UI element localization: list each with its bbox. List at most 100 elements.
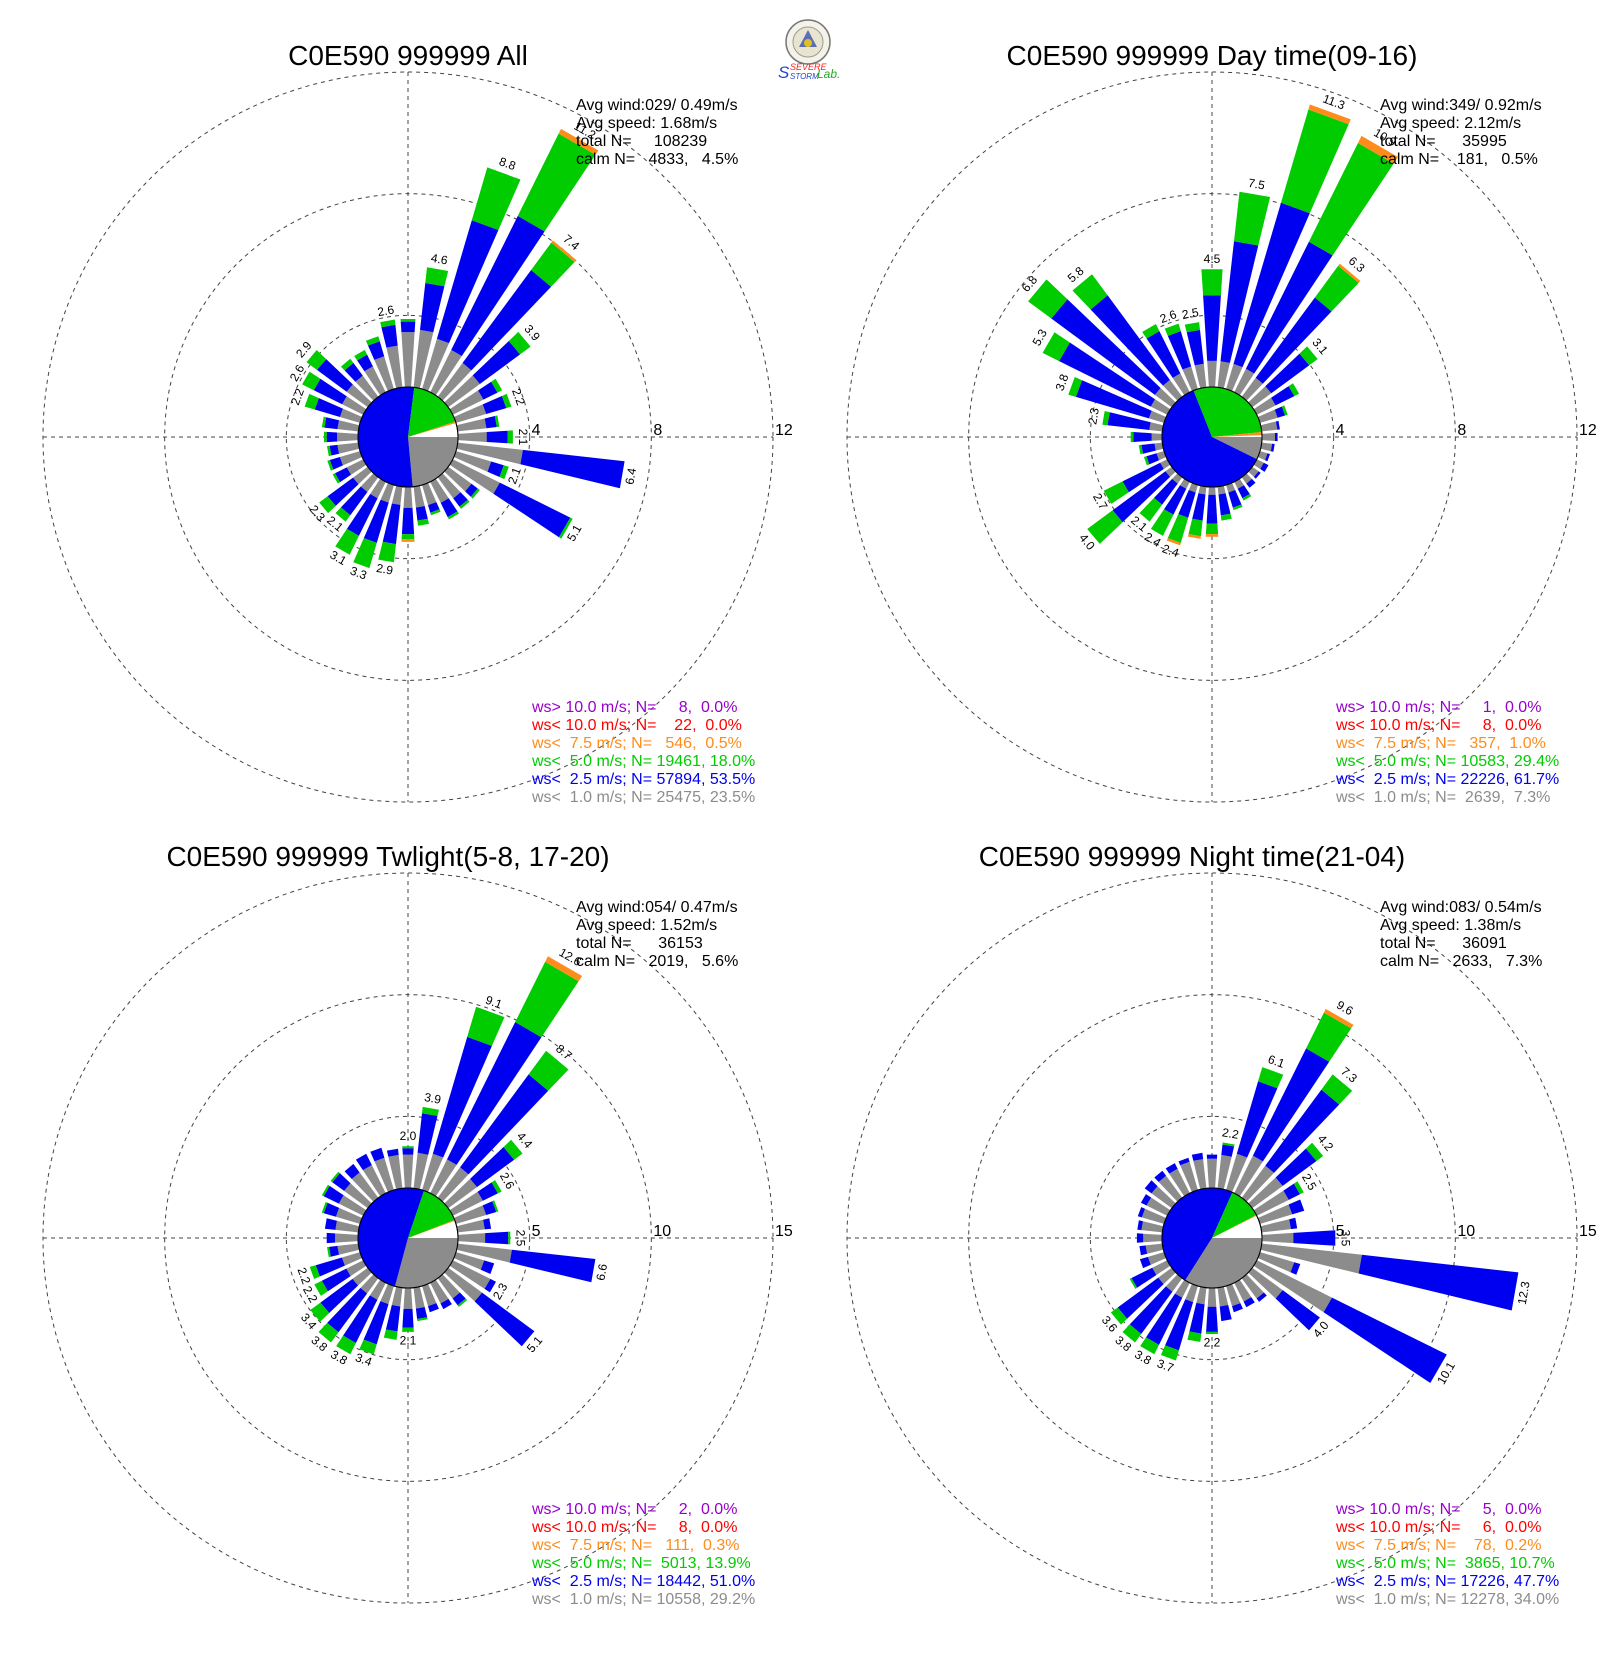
petal-350: 2.6: [376, 302, 403, 389]
rose-title: C0E590 999999 Night time(21-04): [979, 841, 1405, 872]
petal-segment-lt2_5: [343, 1295, 378, 1343]
petal-segment-lt1: [339, 408, 363, 423]
petal-segment-lt1: [422, 1153, 444, 1193]
petal-segment-lt2_5: [1220, 241, 1259, 363]
petal-340: 2.6: [1158, 307, 1198, 392]
petal-100: 6.6: [456, 1243, 610, 1283]
petal-segment-lt5: [340, 358, 354, 371]
petal-segment-lt5: [1281, 109, 1349, 214]
petal-segment-lt2_5: [346, 494, 378, 536]
petal-segment-lt1: [355, 375, 379, 401]
petal-50: 3.1: [1248, 335, 1331, 408]
ring-tick-label: 15: [1579, 1223, 1597, 1240]
petal-segment-lt5: [1308, 143, 1394, 256]
petal-segment-lt2_5: [1178, 1157, 1190, 1166]
petal-segment-lt5: [503, 1139, 523, 1160]
petal-260: [1138, 442, 1164, 455]
legend-entry-lt7_5: ws< 7.5 m/s; N= 546, 0.5%: [531, 735, 742, 752]
petal-segment-lt5: [365, 336, 380, 346]
stats-line: Avg speed: 2.12m/s: [1380, 115, 1521, 132]
petal-label: 2.5: [513, 1230, 527, 1247]
petal-segment-lt1: [1146, 1197, 1171, 1216]
petal-segment-lt1: [1141, 1221, 1164, 1233]
petal-segment-lt2_5: [326, 431, 338, 443]
petal-segment-lt1: [1261, 1232, 1294, 1244]
petal-segment-lt1: [1194, 363, 1207, 389]
petal-250: [1139, 1252, 1167, 1269]
ring-tick-label: 5: [1336, 1223, 1345, 1240]
rose-title: C0E590 999999 Twlight(5-8, 17-20): [166, 841, 609, 872]
petal-segment-lt2_5: [1154, 1170, 1167, 1182]
legend-entry-gt10: ws> 10.0 m/s; N= 2, 0.0%: [531, 1501, 737, 1518]
petal-segment-lt5: [1234, 191, 1271, 246]
polar-grid: 5 10 15: [42, 872, 793, 1604]
petal-segment-lt2_5: [1165, 1163, 1178, 1174]
ring-tick-label: 8: [1457, 422, 1466, 439]
petal-180: 2.1: [400, 1287, 417, 1347]
pie-slice-lt1: [1185, 1238, 1262, 1289]
petal-segment-lt2_5: [1246, 478, 1256, 488]
petal-segment-lt2_5: [1146, 1293, 1183, 1345]
petal-170: [1217, 485, 1232, 521]
petal-segment-lt5: [1232, 504, 1243, 511]
petal-40: 7.4: [437, 232, 582, 401]
petal-segment-lt1: [1253, 459, 1264, 469]
petal-segment-lt1: [360, 1274, 379, 1294]
petal-segment-lt2_5: [1232, 1303, 1243, 1313]
pie-slice-lt2_5: [1162, 390, 1257, 487]
petal-segment-lt2_5: [327, 1287, 368, 1333]
petal-segment-lt2_5: [1274, 406, 1286, 418]
legend-entry-lt1: ws< 1.0 m/s; N= 12278, 34.0%: [1335, 1591, 1559, 1608]
ring-tick-label: 4: [1336, 422, 1345, 439]
petal-10: 4.6: [413, 251, 449, 389]
petal-label: 8.8: [497, 154, 518, 173]
petal-segment-lt5: [336, 1335, 356, 1355]
petal-segment-lt1: [344, 1183, 372, 1209]
speed-legend: ws> 10.0 m/s; N= 2, 0.0%ws< 10.0 m/s; N=…: [531, 1501, 755, 1608]
petal-segment-lt2_5: [1245, 241, 1333, 374]
petal-segment-lt1: [1172, 373, 1190, 396]
petal-80: [456, 415, 500, 432]
petal-segment-lt5: [1138, 444, 1143, 455]
petal-segment-lt5: [1288, 383, 1300, 397]
petal-140: [1241, 1274, 1267, 1302]
petal-segment-lt1: [335, 1207, 363, 1224]
petal-segment-lt5: [1110, 1307, 1128, 1325]
petal-segment-lt1: [444, 1178, 477, 1209]
petal-segment-lt2_5: [344, 362, 363, 382]
petal-segment-lt1: [456, 418, 487, 432]
petal-label: 9.6: [1334, 998, 1356, 1019]
petal-segment-lt5: [359, 1339, 377, 1355]
petal-320: [344, 1163, 379, 1202]
petal-segment-lt2_5: [1221, 1144, 1235, 1157]
petal-segment-lt1: [413, 329, 434, 389]
legend-entry-lt1: ws< 1.0 m/s; N= 2639, 7.3%: [1335, 789, 1550, 806]
stats-line: calm N= 2019, 5.6%: [576, 953, 738, 970]
petal-segment-lt2_5: [1133, 432, 1152, 442]
petal-label: 6.1: [1266, 1052, 1287, 1071]
petal-segment-lt5: [499, 465, 509, 480]
pie-slice-lt7_5: [1212, 1215, 1257, 1238]
legend-entry-gt10: ws> 10.0 m/s; N= 1, 0.0%: [1335, 699, 1541, 716]
petal-segment-lt1: [1180, 1161, 1198, 1193]
petal-segment-lt7_5: [1205, 534, 1219, 537]
petal-segment-lt1: [1257, 1252, 1295, 1273]
petal-segment-lt1: [1248, 1267, 1283, 1299]
petal-60: [1253, 383, 1300, 415]
petal-segment-lt5: [321, 1184, 330, 1197]
petal-150: [1234, 1279, 1255, 1308]
petal-label: 6.4: [622, 467, 639, 486]
petal-label: 12.3: [1515, 1280, 1533, 1306]
petal-segment-lt5: [310, 1302, 330, 1322]
petal-segment-lt2_5: [1117, 1277, 1164, 1319]
petal-segment-lt2_5: [1137, 1207, 1145, 1218]
stats-line: Avg wind:083/ 0.54m/s: [1380, 899, 1542, 916]
petal-segment-lt1: [1241, 1274, 1264, 1299]
petal-segment-lt5: [1068, 377, 1082, 397]
petal-label: 7.5: [1247, 176, 1266, 193]
petal-segment-lt7_5: [401, 539, 415, 542]
petal-segment-lt1: [453, 404, 487, 423]
petal-segment-lt5: [1220, 513, 1232, 521]
petal-segment-lt2_5: [1256, 1292, 1267, 1302]
logo-storm-text: STORM: [790, 72, 819, 81]
